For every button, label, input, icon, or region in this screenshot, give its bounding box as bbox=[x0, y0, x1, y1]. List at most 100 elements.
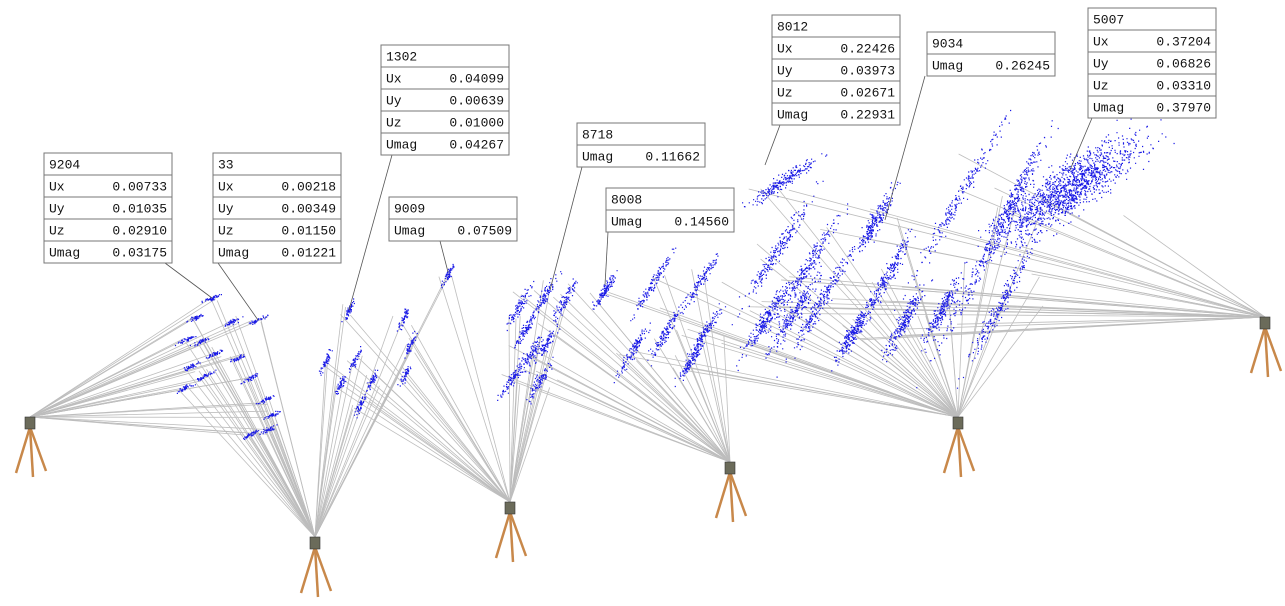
point-id: 8012 bbox=[777, 19, 808, 34]
leader-line bbox=[348, 154, 393, 311]
point-id: 8008 bbox=[611, 192, 642, 207]
tripod-leg bbox=[1263, 326, 1283, 372]
sight-line bbox=[314, 385, 337, 538]
point-cloud bbox=[687, 303, 727, 356]
sight-line bbox=[1123, 215, 1266, 318]
component-value: 0.01221 bbox=[281, 245, 336, 260]
sight-line bbox=[509, 387, 551, 503]
sight-line bbox=[509, 339, 541, 503]
sight-line bbox=[959, 189, 1266, 318]
sight-line bbox=[178, 389, 316, 538]
point-cloud bbox=[353, 393, 367, 419]
sight-line bbox=[1042, 199, 1266, 318]
component-name: Umag bbox=[932, 58, 963, 73]
tripod-leg bbox=[1263, 326, 1270, 378]
component-value: 0.02671 bbox=[840, 85, 895, 100]
sight-line bbox=[187, 372, 316, 538]
component-value: 0.01035 bbox=[112, 201, 167, 216]
sight-line bbox=[229, 356, 316, 538]
sight-line bbox=[651, 277, 959, 418]
point-cloud bbox=[776, 227, 863, 378]
component-value: 0.00639 bbox=[449, 93, 504, 108]
sight-line bbox=[350, 314, 511, 503]
sight-line bbox=[29, 338, 184, 418]
point-cloud bbox=[186, 313, 204, 323]
sight-line bbox=[957, 305, 1044, 418]
point-cloud bbox=[189, 337, 210, 347]
point-label: 1302 Ux 0.04099 Uy 0.00639 Uz 0.01000 Umag 0.042… bbox=[380, 44, 510, 156]
component-value: 0.04099 bbox=[449, 71, 504, 86]
component-name: Umag bbox=[386, 137, 417, 152]
tripod-leg bbox=[14, 426, 32, 474]
point-cloud bbox=[248, 314, 269, 325]
sight-line bbox=[260, 321, 316, 538]
component-value: 0.00349 bbox=[281, 201, 336, 216]
sight-line bbox=[509, 313, 562, 503]
sight-line bbox=[270, 414, 316, 538]
point-cloud bbox=[255, 395, 275, 405]
component-name: Uy bbox=[386, 93, 402, 108]
sight-line bbox=[896, 217, 959, 418]
instrument-head bbox=[309, 536, 321, 550]
point-label: 5007 Ux 0.37204 Uy 0.06826 Uz 0.03310 Umag 0.379… bbox=[1087, 7, 1217, 119]
component-value: 0.00218 bbox=[281, 179, 336, 194]
point-cloud bbox=[859, 228, 916, 333]
component-name: Uz bbox=[777, 85, 793, 100]
sight-line bbox=[553, 296, 731, 463]
point-cloud bbox=[197, 369, 217, 382]
sight-line bbox=[699, 331, 731, 463]
sight-line bbox=[784, 309, 959, 418]
component-name: Uz bbox=[1093, 78, 1109, 93]
sight-line bbox=[512, 291, 731, 463]
sight-line bbox=[188, 388, 316, 538]
leader-line bbox=[764, 124, 781, 166]
sight-line bbox=[535, 370, 731, 463]
sight-line bbox=[29, 340, 205, 418]
sight-line bbox=[353, 407, 511, 503]
sight-line bbox=[976, 307, 1266, 318]
sight-line bbox=[29, 299, 209, 418]
sight-line bbox=[560, 293, 731, 463]
sight-line bbox=[29, 320, 235, 418]
sight-line bbox=[957, 196, 1003, 418]
sight-line bbox=[597, 301, 731, 463]
tripod-leg bbox=[313, 546, 320, 598]
point-cloud bbox=[259, 424, 278, 435]
tripod-leg bbox=[28, 426, 48, 472]
sight-line bbox=[336, 387, 511, 503]
point-cloud bbox=[396, 308, 409, 332]
point-cloud bbox=[263, 410, 281, 420]
point-label: 9204 Ux 0.00733 Uy 0.01035 Uz 0.02910 Umag 0.031… bbox=[43, 152, 173, 264]
component-value: 0.26245 bbox=[995, 58, 1050, 73]
sight-line bbox=[509, 373, 519, 503]
sight-line bbox=[881, 283, 959, 418]
component-name: Umag bbox=[1093, 100, 1124, 115]
component-value: 0.37970 bbox=[1156, 100, 1211, 115]
instrument bbox=[1249, 316, 1283, 378]
sight-line bbox=[636, 360, 731, 463]
point-id: 1302 bbox=[386, 49, 417, 64]
sight-line bbox=[438, 276, 511, 503]
point-id: 9034 bbox=[932, 36, 963, 51]
sight-line bbox=[957, 204, 1017, 418]
sight-line bbox=[632, 350, 959, 418]
sight-line bbox=[29, 354, 210, 418]
component-name: Umag bbox=[582, 149, 613, 164]
tripod-leg bbox=[942, 426, 960, 474]
sight-line bbox=[346, 360, 511, 503]
tripod-leg bbox=[728, 471, 735, 523]
sight-line bbox=[994, 187, 1266, 318]
sight-line bbox=[786, 313, 1266, 318]
leader-line bbox=[604, 231, 609, 286]
sight-line bbox=[1000, 304, 1266, 318]
point-cloud bbox=[852, 181, 901, 261]
sight-line bbox=[270, 434, 316, 538]
point-label: 8718 Umag 0.11662 bbox=[576, 122, 706, 168]
point-clouds bbox=[174, 109, 1175, 440]
tripod-leg bbox=[313, 546, 333, 592]
point-label: 8012 Ux 0.22426 Uy 0.03973 Uz 0.02671 Umag 0.229… bbox=[771, 14, 901, 126]
sight-line bbox=[200, 379, 316, 538]
component-name: Uy bbox=[777, 63, 793, 78]
point-cloud bbox=[831, 300, 874, 372]
